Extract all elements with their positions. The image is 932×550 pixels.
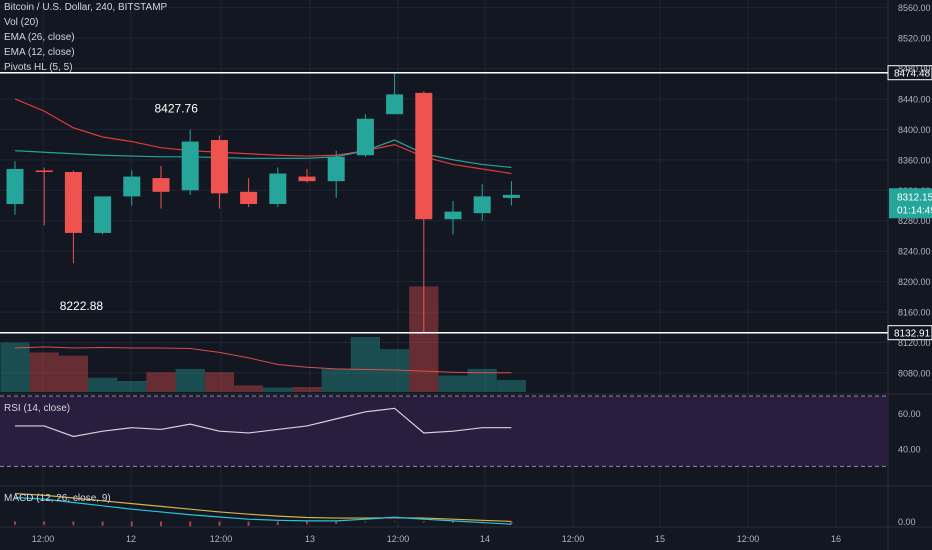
volume-bar bbox=[29, 352, 59, 392]
rsi-tick-label: 40.00 bbox=[898, 444, 921, 454]
candle-body bbox=[181, 141, 199, 191]
candle-body bbox=[123, 176, 141, 197]
volume-bar bbox=[234, 385, 264, 392]
pivot-high-label: 8427.76 bbox=[155, 101, 199, 115]
candle-body bbox=[298, 176, 316, 182]
volume-bar bbox=[146, 372, 176, 392]
price-tick-label: 8520.00 bbox=[898, 34, 931, 44]
candle-body bbox=[356, 118, 374, 156]
price-tick-label: 8440.00 bbox=[898, 94, 931, 104]
price-tick-label: 8480.00 bbox=[898, 64, 931, 74]
candle-body bbox=[94, 196, 112, 233]
volume-bar bbox=[350, 337, 380, 392]
legend-pivots[interactable]: Pivots HL (5, 5) bbox=[4, 62, 73, 73]
legend-volume[interactable]: Vol (20) bbox=[4, 17, 39, 28]
volume-bar bbox=[175, 368, 205, 392]
candle-body bbox=[444, 211, 462, 220]
volume-bar bbox=[0, 342, 30, 392]
candle-body bbox=[240, 191, 258, 204]
volume-bar bbox=[496, 379, 526, 392]
rsi-line bbox=[15, 407, 512, 438]
macd-pane-label[interactable]: MACD (12, 26, close, 9) bbox=[4, 493, 111, 504]
volume-bar bbox=[467, 368, 497, 392]
legend-ema12[interactable]: EMA (12, close) bbox=[4, 47, 75, 58]
time-tick-label: 15 bbox=[655, 534, 665, 544]
macd-line bbox=[14, 496, 512, 525]
price-tick-label: 8160.00 bbox=[898, 308, 931, 318]
price-level-label: 8474.48 bbox=[894, 69, 931, 80]
time-tick-label: 13 bbox=[305, 534, 315, 544]
price-tick-label: 8200.00 bbox=[898, 277, 931, 287]
candle-body bbox=[269, 173, 287, 204]
candle-body bbox=[6, 168, 24, 204]
volume-bar bbox=[88, 377, 118, 392]
price-tick-label: 8080.00 bbox=[898, 368, 931, 378]
price-level-tag bbox=[887, 65, 932, 81]
last-price-tag bbox=[889, 188, 932, 219]
time-tick-label: 12:00 bbox=[387, 534, 410, 544]
time-tick-label: 12 bbox=[126, 534, 136, 544]
price-level-tag bbox=[887, 325, 932, 341]
pivot-low-label: 8222.88 bbox=[60, 299, 104, 313]
price-tick-label: 8360.00 bbox=[898, 155, 931, 165]
rsi-tick-label: 60.00 bbox=[898, 409, 921, 419]
time-tick-label: 12:00 bbox=[562, 534, 585, 544]
price-tick-label: 8120.00 bbox=[898, 338, 931, 348]
candle-body bbox=[210, 140, 228, 194]
volume-bar bbox=[438, 375, 468, 392]
candle-body bbox=[415, 92, 433, 220]
volume-ma-line bbox=[14, 346, 512, 374]
volume-bar bbox=[321, 368, 351, 392]
candle-body bbox=[502, 194, 520, 198]
time-tick-label: 12:00 bbox=[210, 534, 233, 544]
price-level-label: 8132.91 bbox=[894, 329, 931, 340]
time-tick-label: 12:00 bbox=[32, 534, 55, 544]
candle-body bbox=[327, 156, 345, 182]
rsi-pane-label[interactable]: RSI (14, close) bbox=[4, 403, 71, 414]
candle-body bbox=[473, 196, 491, 214]
last-price-label: 8312.15 bbox=[897, 192, 932, 203]
volume-bar bbox=[58, 355, 88, 392]
bar-countdown-label: 01:14:49 bbox=[897, 205, 932, 216]
chart-legend: Bitcoin / U.S. Dollar, 240, BITSTAMP Vol… bbox=[4, 0, 167, 75]
volume-bar bbox=[292, 387, 322, 392]
legend-ema26[interactable]: EMA (26, close) bbox=[4, 32, 75, 43]
candle-body bbox=[35, 170, 53, 173]
volume-bar bbox=[263, 387, 293, 392]
candle-body bbox=[152, 178, 170, 192]
candle-body bbox=[64, 172, 82, 233]
candle-body bbox=[386, 94, 404, 115]
time-tick-label: 16 bbox=[831, 534, 841, 544]
price-tick-label: 8400.00 bbox=[898, 125, 931, 135]
volume-bar bbox=[204, 372, 234, 392]
time-tick-label: 12:00 bbox=[737, 534, 760, 544]
price-tick-label: 8280.00 bbox=[898, 216, 931, 226]
price-tick-label: 8560.00 bbox=[898, 3, 931, 13]
legend-symbol[interactable]: Bitcoin / U.S. Dollar, 240, BITSTAMP bbox=[4, 2, 168, 13]
macd-signal-line bbox=[14, 492, 512, 523]
macd-tick-label: 0.00 bbox=[898, 517, 916, 527]
price-tick-label: 8240.00 bbox=[898, 247, 931, 257]
time-tick-label: 14 bbox=[480, 534, 490, 544]
volume-bar bbox=[117, 381, 147, 392]
